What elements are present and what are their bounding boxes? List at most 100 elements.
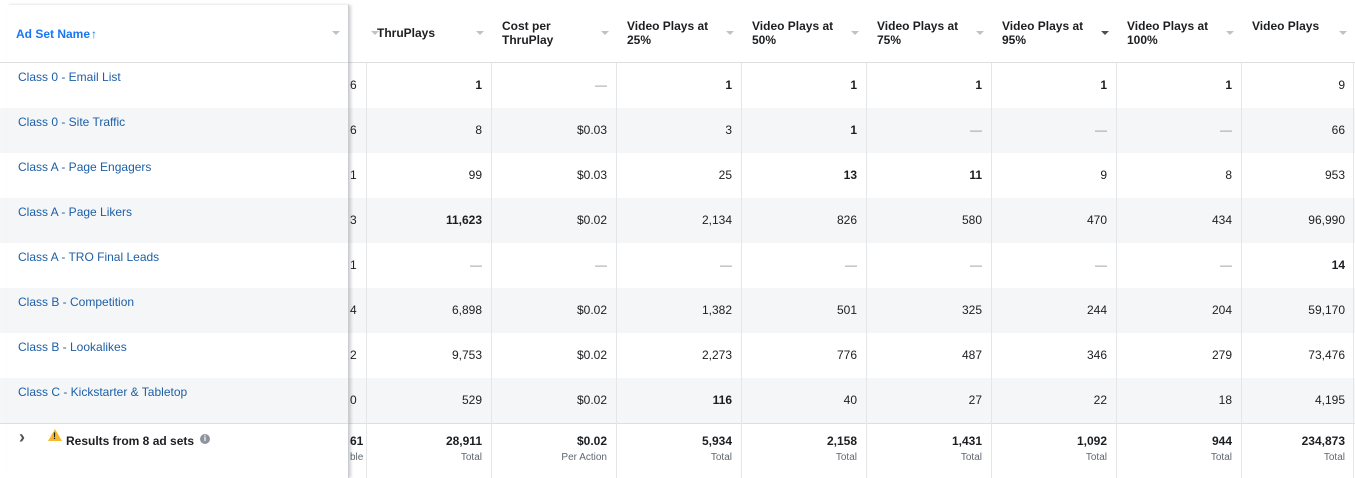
summary-value: 234,873 xyxy=(1301,434,1345,448)
table-cell: — xyxy=(970,258,982,272)
summary-label: Total xyxy=(1085,452,1107,463)
warning-icon-mark: ! xyxy=(53,431,56,441)
ad-set-name-label: Ad Set Name xyxy=(16,27,91,41)
partial-column-value: 0 xyxy=(350,393,357,407)
column-divider xyxy=(616,5,617,478)
column-header[interactable]: Video Plays xyxy=(1242,5,1355,62)
column-header[interactable]: Video Plays at 100% xyxy=(1117,5,1242,62)
ad-set-link[interactable]: Class A - Page Likers xyxy=(18,205,133,219)
summary-cell: 944 Total xyxy=(1117,424,1242,478)
summary-name-cell: ›! Results from 8 ad sets i xyxy=(7,423,348,478)
summary-cell: $0.02 Per Action xyxy=(492,424,617,478)
partial-column-sub: ble xyxy=(350,452,364,463)
table-cell: 826 xyxy=(836,213,857,227)
table-cell: 96,990 xyxy=(1308,213,1345,227)
table-cell: 204 xyxy=(1211,303,1232,317)
table-cell: 2,134 xyxy=(701,213,732,227)
partial-column-value: 6 xyxy=(350,78,357,92)
summary-cell: 2,158 Total xyxy=(742,424,867,478)
partial-column-value: 1 xyxy=(350,258,357,272)
column-header-label: Video Plays at 50% xyxy=(752,19,834,47)
column-divider xyxy=(491,5,492,478)
summary-cell: 28,911 Total xyxy=(367,424,492,478)
table-cell: 11 xyxy=(969,168,982,182)
name-cell: Class 0 - Site Traffic xyxy=(7,108,348,153)
summary-label: Total xyxy=(835,452,857,463)
table-cell: 1 xyxy=(1100,78,1107,92)
summary-label: Total xyxy=(1210,452,1232,463)
column-header-label: Video Plays xyxy=(1252,19,1320,33)
column-divider xyxy=(991,5,992,478)
summary-label: Per Action xyxy=(561,452,607,463)
name-cell: Class A - Page Engagers xyxy=(7,153,348,198)
partial-column-value: 3 xyxy=(350,213,357,227)
table-cell: — xyxy=(970,123,982,137)
partial-column-header[interactable] xyxy=(349,5,383,62)
column-header[interactable]: ThruPlays xyxy=(367,5,492,62)
column-divider xyxy=(741,5,742,478)
ad-set-link[interactable]: Class A - TRO Final Leads xyxy=(18,250,160,264)
table-cell: $0.03 xyxy=(576,123,607,137)
table-cell: — xyxy=(595,78,607,92)
table-cell: 9 xyxy=(1100,168,1107,182)
table-row: 2 9,753 $0.02 2,273 776 487 346 279 73,476 xyxy=(0,333,1355,378)
table-row: 1 99 $0.03 25 13 11 9 8 953 xyxy=(0,153,1355,198)
ad-set-name-header[interactable]: Ad Set Name↑ xyxy=(7,5,348,63)
partial-column-value: 6 xyxy=(350,123,357,137)
table-cell: 9 xyxy=(1338,78,1345,92)
column-header[interactable]: Video Plays at 25% xyxy=(617,5,742,62)
chevron-down-icon[interactable] xyxy=(726,31,734,35)
table-cell: $0.02 xyxy=(576,213,607,227)
column-header[interactable]: Video Plays at 95% xyxy=(992,5,1117,62)
chevron-down-icon[interactable] xyxy=(976,31,984,35)
table-cell: 2,273 xyxy=(701,348,732,362)
ad-set-link[interactable]: Class B - Lookalikes xyxy=(18,340,127,354)
table-cell: 9,753 xyxy=(451,348,482,362)
ad-set-link[interactable]: Class B - Competition xyxy=(18,295,135,309)
table-cell: 6,898 xyxy=(451,303,482,317)
partial-column-value: 1 xyxy=(350,168,357,182)
ad-set-link[interactable]: Class C - Kickstarter & Tabletop xyxy=(18,385,188,399)
summary-value: 5,934 xyxy=(701,434,732,448)
table-cell: 1 xyxy=(475,78,482,92)
table-cell: — xyxy=(1220,258,1232,272)
summary-label: Total xyxy=(460,452,482,463)
column-header[interactable]: Video Plays at 75% xyxy=(867,5,992,62)
chevron-down-icon[interactable] xyxy=(851,31,859,35)
column-header[interactable]: Video Plays at 50% xyxy=(742,5,867,62)
table-cell: 1 xyxy=(975,78,982,92)
partial-column-total: 61 xyxy=(350,434,364,448)
table-cell: 27 xyxy=(968,393,982,407)
summary-cell: 1,431 Total xyxy=(867,424,992,478)
column-divider xyxy=(366,5,367,478)
table-cell: — xyxy=(720,258,732,272)
info-icon[interactable]: i xyxy=(200,434,210,444)
ad-set-link[interactable]: Class A - Page Engagers xyxy=(18,160,152,174)
column-header[interactable]: Cost per ThruPlay xyxy=(492,5,617,62)
summary-cell: 5,934 Total xyxy=(617,424,742,478)
ad-set-link[interactable]: Class 0 - Email List xyxy=(18,70,121,84)
chevron-down-icon[interactable] xyxy=(601,31,609,35)
table-cell: 776 xyxy=(836,348,857,362)
table-cell: $0.02 xyxy=(576,348,607,362)
ad-set-link[interactable]: Class 0 - Site Traffic xyxy=(18,115,126,129)
chevron-right-icon[interactable]: › xyxy=(19,427,25,447)
summary-row: 61 ble 28,911 Total $0.02 Per Action 5,934 Tota… xyxy=(0,423,1355,478)
name-cell: Class 0 - Email List xyxy=(7,63,348,108)
chevron-down-icon[interactable] xyxy=(332,31,340,35)
chevron-down-icon[interactable] xyxy=(1339,31,1347,35)
table-cell: 25 xyxy=(718,168,732,182)
table-cell: 434 xyxy=(1211,213,1232,227)
summary-value: 1,092 xyxy=(1076,434,1107,448)
chevron-down-icon[interactable] xyxy=(1226,31,1234,35)
ad-set-name-header-label[interactable]: Ad Set Name↑ xyxy=(16,27,97,41)
column-header-label: ThruPlays xyxy=(377,26,436,40)
table-cell: 73,476 xyxy=(1308,348,1345,362)
table-cell: 116 xyxy=(712,393,732,407)
chevron-down-icon[interactable] xyxy=(476,31,484,35)
chevron-down-icon[interactable] xyxy=(1101,31,1109,35)
name-cell: Class B - Lookalikes xyxy=(7,333,348,378)
table-cell: $0.03 xyxy=(576,168,607,182)
table-cell: $0.02 xyxy=(576,393,607,407)
